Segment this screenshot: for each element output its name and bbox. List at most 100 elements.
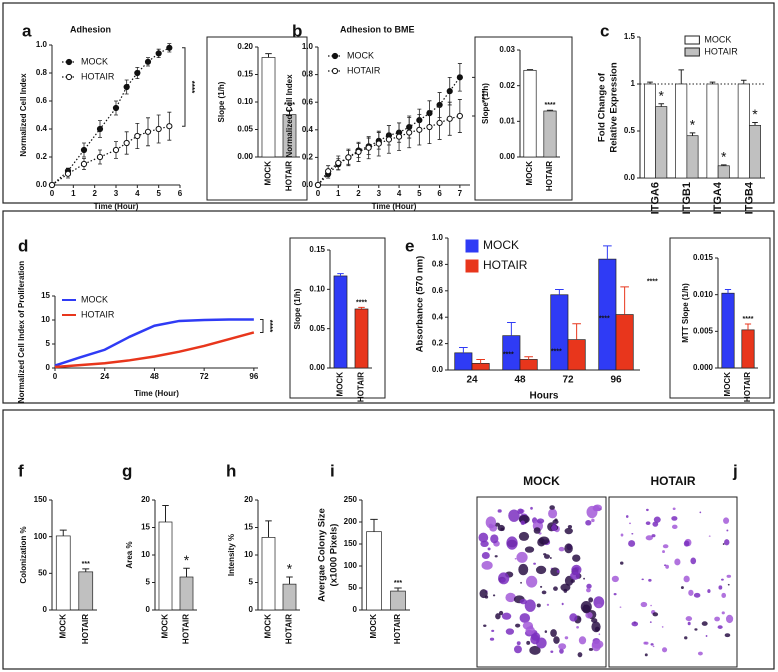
colony bbox=[651, 534, 656, 538]
y-tick-label: 0 bbox=[146, 605, 151, 614]
error-bar bbox=[526, 69, 534, 71]
error-bar bbox=[744, 323, 752, 330]
colony bbox=[672, 507, 676, 511]
colony bbox=[641, 578, 644, 581]
y-axis-label: Absorbance (570 nm) bbox=[415, 256, 426, 353]
colony bbox=[661, 626, 664, 628]
y-axis-label: Slope (1/h) bbox=[293, 288, 302, 329]
error-bar bbox=[476, 358, 485, 364]
colony bbox=[591, 618, 598, 623]
bar bbox=[706, 83, 719, 179]
panel-letter: a bbox=[22, 21, 32, 40]
error-bar bbox=[265, 520, 272, 538]
colony bbox=[591, 639, 604, 649]
y-tick-label: 0.8 bbox=[432, 260, 444, 269]
error-bar bbox=[678, 69, 685, 84]
colony bbox=[694, 628, 698, 631]
y-tick-label: 250 bbox=[344, 495, 358, 504]
colony bbox=[717, 625, 723, 629]
error-bar bbox=[507, 321, 516, 336]
bar bbox=[543, 110, 557, 158]
colony bbox=[613, 592, 617, 596]
colony bbox=[714, 616, 721, 622]
y-tick-label: 1.5 bbox=[624, 32, 636, 41]
colony bbox=[564, 636, 569, 640]
error-bar bbox=[394, 587, 402, 592]
colony bbox=[643, 641, 647, 645]
legend-label: MOCK bbox=[81, 294, 108, 304]
colony bbox=[596, 603, 602, 608]
point bbox=[155, 50, 162, 57]
colony bbox=[661, 647, 668, 653]
colony bbox=[650, 643, 654, 646]
error-bar bbox=[647, 81, 653, 84]
y-tick-label: 0 bbox=[46, 363, 51, 372]
colony bbox=[551, 524, 558, 532]
point bbox=[436, 119, 443, 127]
point bbox=[365, 144, 372, 151]
x-tick-label: MOCK bbox=[58, 614, 67, 639]
y-tick-label: 0.0 bbox=[624, 173, 636, 182]
y-tick-label: 1.0 bbox=[302, 42, 314, 51]
bar bbox=[471, 363, 490, 371]
y-tick-label: 0.15 bbox=[309, 245, 325, 254]
significance: **** bbox=[477, 90, 486, 103]
colony bbox=[652, 521, 659, 527]
y-tick-label: 5 bbox=[146, 578, 151, 587]
colony bbox=[620, 533, 624, 537]
error-bar bbox=[546, 109, 554, 111]
y-tick-label: 5 bbox=[46, 339, 51, 348]
y-tick-label: 200 bbox=[344, 517, 358, 526]
colony bbox=[598, 633, 601, 636]
significance: **** bbox=[503, 351, 514, 358]
y-axis-label: Colonization % bbox=[19, 526, 28, 583]
x-tick-label: HOTAIR bbox=[81, 614, 90, 644]
panel-letter: j bbox=[732, 461, 738, 480]
x-tick-label: MOCK bbox=[264, 161, 273, 186]
point bbox=[134, 132, 141, 140]
bar bbox=[686, 135, 699, 179]
point bbox=[112, 104, 120, 112]
y-tick-label: 0.6 bbox=[302, 97, 314, 106]
colony bbox=[701, 621, 708, 626]
colony bbox=[558, 643, 567, 650]
y-tick-label: 0 bbox=[43, 605, 48, 614]
x-tick-label: 6 bbox=[178, 189, 183, 198]
colony bbox=[520, 520, 525, 525]
colony bbox=[492, 594, 496, 597]
colony bbox=[629, 522, 631, 525]
bar bbox=[655, 106, 668, 179]
x-axis-label: Hours bbox=[530, 391, 559, 402]
panel-letter: c bbox=[600, 21, 609, 40]
bar bbox=[354, 308, 369, 369]
bar bbox=[179, 576, 194, 611]
bar bbox=[615, 314, 634, 371]
colony bbox=[620, 561, 624, 565]
colony bbox=[688, 589, 694, 596]
colony bbox=[550, 567, 560, 577]
panel-letter: d bbox=[18, 236, 28, 255]
y-tick-label: 0.0 bbox=[432, 365, 444, 374]
point bbox=[446, 88, 453, 95]
colony bbox=[525, 626, 535, 635]
colony bbox=[721, 611, 725, 615]
x-tick-label: 24 bbox=[100, 372, 109, 381]
colony bbox=[697, 651, 703, 656]
y-axis-label: Relative Expression bbox=[609, 62, 620, 152]
colony bbox=[591, 518, 595, 523]
colony bbox=[514, 557, 517, 560]
colony bbox=[726, 529, 729, 532]
colony bbox=[524, 546, 535, 553]
colony bbox=[515, 623, 521, 628]
error-bar bbox=[162, 505, 169, 522]
error-bar bbox=[658, 103, 665, 107]
point bbox=[112, 146, 120, 154]
image-frame bbox=[608, 496, 738, 668]
colony bbox=[721, 578, 724, 581]
y-axis-label: Intensity % bbox=[227, 534, 236, 576]
point bbox=[134, 69, 141, 77]
colony bbox=[680, 586, 684, 589]
colony bbox=[536, 603, 541, 608]
y-tick-label: 0.0 bbox=[36, 180, 48, 189]
point bbox=[314, 181, 322, 189]
